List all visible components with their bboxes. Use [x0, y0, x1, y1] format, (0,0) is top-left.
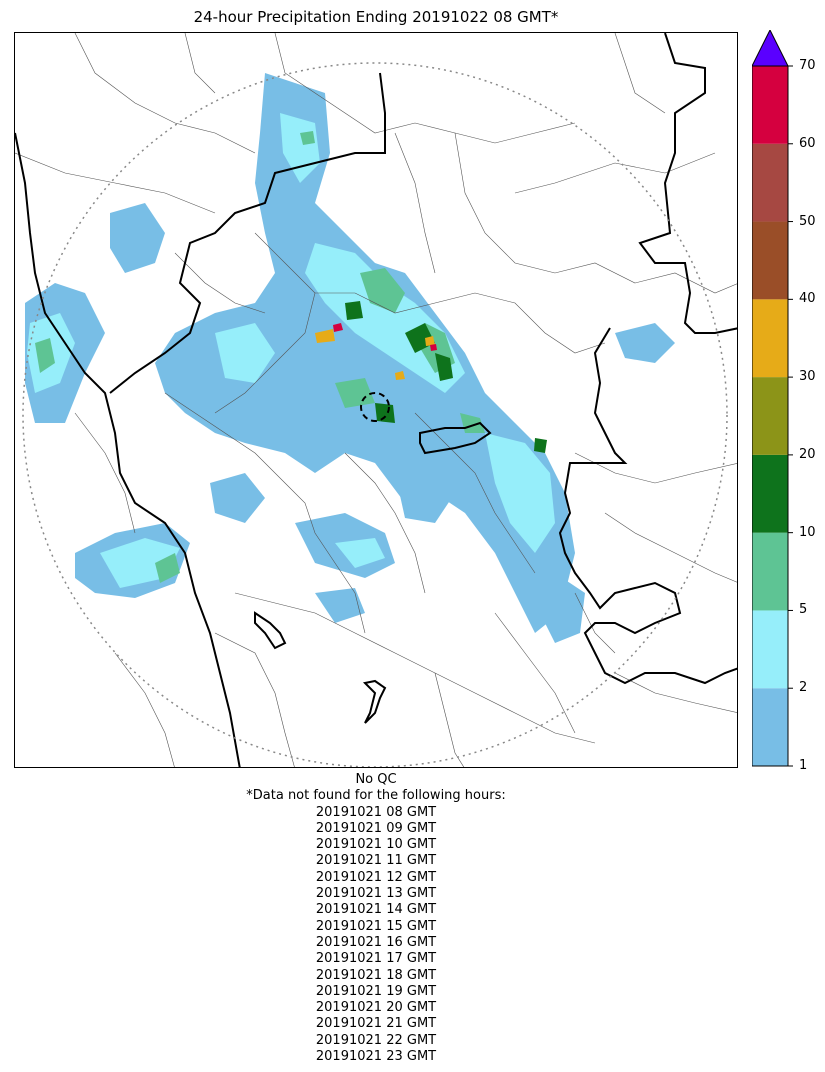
missing-hour-item: 20191021 16 GMT [315, 934, 437, 950]
colorbar-bins [752, 66, 788, 766]
colorbar-segment [752, 454, 788, 533]
missing-hour-item: 20191021 20 GMT [315, 1000, 437, 1016]
map-canvas [15, 33, 737, 767]
missing-hour-item: 20191021 21 GMT [315, 1016, 437, 1032]
colorbar-tick-label: 50 [799, 213, 816, 229]
precipitation-map [14, 32, 738, 768]
missing-hour-item: 20191021 17 GMT [315, 951, 437, 967]
map-title: 24-hour Precipitation Ending 20191022 08… [193, 8, 559, 26]
missing-hour-item: 20191021 14 GMT [315, 902, 437, 918]
colorbar-segment [752, 66, 788, 144]
colorbar-tick-label: 20 [799, 446, 816, 462]
missing-hour-item: 20191021 13 GMT [315, 886, 437, 902]
state-boundaries [15, 33, 737, 767]
qc-note: No QC [355, 772, 397, 787]
missing-hour-item: 20191021 18 GMT [315, 967, 437, 983]
colorbar [752, 30, 793, 767]
missing-hour-item: 20191021 12 GMT [315, 869, 437, 885]
precip-layer-30mm [315, 329, 435, 380]
colorbar-tick-label: 5 [799, 602, 808, 618]
footer-notes: No QC *Data not found for the following … [14, 772, 738, 1065]
radar-range-ring [22, 62, 728, 767]
colorbar-segment [752, 143, 788, 222]
colorbar-tick-label: 40 [799, 291, 816, 307]
colorbar-tick-label: 30 [799, 369, 816, 385]
colorbar-segment [752, 299, 788, 378]
missing-hour-item: 20191021 08 GMT [315, 804, 437, 820]
missing-hour-item: 20191021 19 GMT [315, 983, 437, 999]
colorbar-segment [752, 377, 788, 455]
colorbar-tick-label: 70 [799, 58, 816, 73]
missing-hour-item: 20191021 10 GMT [315, 837, 437, 853]
colorbar-tick-label: 2 [799, 680, 808, 696]
colorbar-segment [752, 688, 788, 766]
radar-site-marker [360, 392, 390, 422]
colorbar-tick-label: 60 [799, 135, 816, 151]
missing-hour-item: 20191021 11 GMT [315, 853, 437, 869]
colorbar-segment [752, 610, 788, 689]
colorbar-tick-label: 10 [799, 524, 816, 540]
precip-layer-60mm [333, 323, 437, 351]
missing-hour-item: 20191021 22 GMT [315, 1032, 437, 1048]
missing-hour-item: 20191021 09 GMT [315, 820, 437, 836]
colorbar-segment [752, 532, 788, 611]
missing-hour-item: 20191021 23 GMT [315, 1049, 437, 1065]
district-boundaries [15, 33, 737, 767]
missing-hour-item: 20191021 15 GMT [315, 918, 437, 934]
colorbar-segment [752, 221, 788, 300]
colorbar-ticks [788, 65, 793, 767]
missing-hours-list: 20191021 08 GMT 20191021 09 GMT 20191021 1… [14, 805, 738, 1066]
colorbar-extend-arrow [752, 30, 789, 67]
colorbar-tick-label: 1 [799, 758, 808, 773]
colorbar-outline [752, 65, 789, 767]
missing-hours-heading: *Data not found for the following hours: [246, 788, 506, 804]
